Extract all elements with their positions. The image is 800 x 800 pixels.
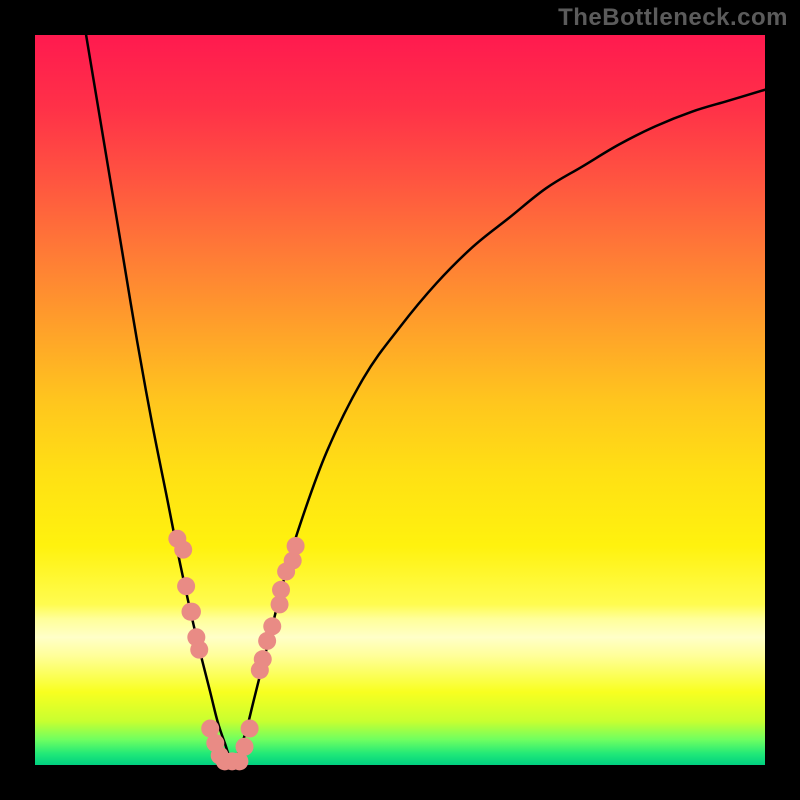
data-marker (183, 603, 201, 621)
chart-container: TheBottleneck.com (0, 0, 800, 800)
data-marker (241, 720, 259, 738)
bottleneck-curve-chart (0, 0, 800, 800)
gradient-background (35, 35, 765, 765)
watermark-text: TheBottleneck.com (558, 4, 788, 32)
data-marker (174, 541, 192, 559)
data-marker (272, 581, 290, 599)
data-marker (177, 577, 195, 595)
data-marker (287, 537, 305, 555)
data-marker (190, 641, 208, 659)
data-marker (263, 617, 281, 635)
data-marker (254, 650, 272, 668)
data-marker (236, 738, 254, 756)
